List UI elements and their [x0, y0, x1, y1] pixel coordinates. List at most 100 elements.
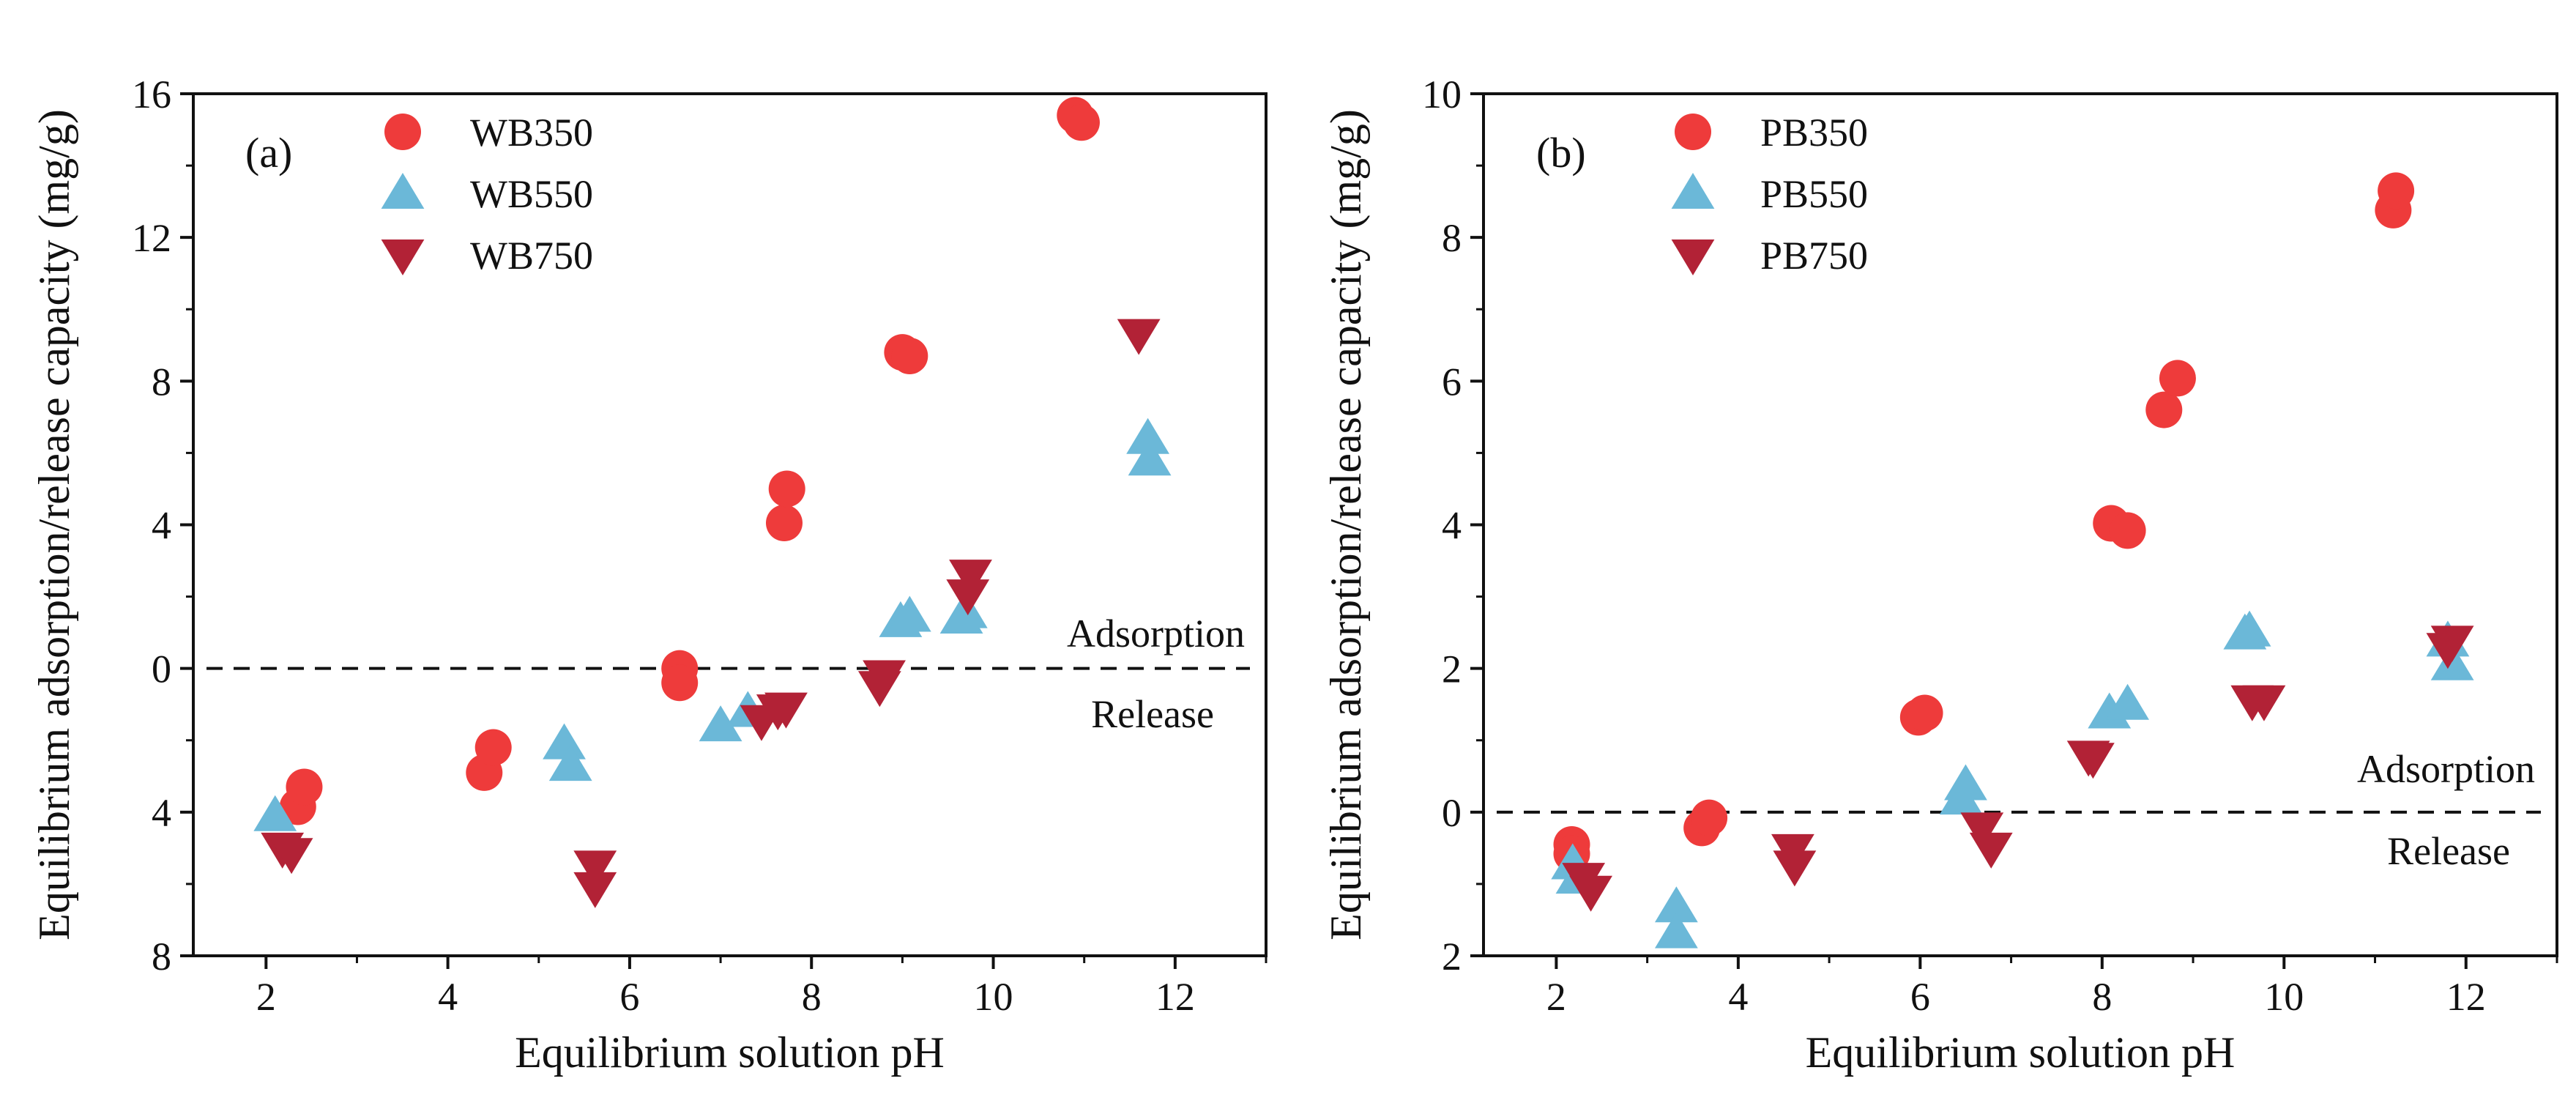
series-PB550 [1551, 610, 2474, 948]
y-tick-label: 10 [1422, 73, 1462, 116]
x-tick-label: 12 [2446, 975, 2486, 1019]
data-point [2430, 644, 2474, 680]
x-axis-title: Equilibrium solution pH [515, 1028, 945, 1077]
x-tick-label: 6 [619, 975, 639, 1019]
data-point [661, 664, 699, 702]
x-tick-label: 2 [1546, 975, 1566, 1019]
legend-label: PB550 [1760, 172, 1868, 216]
x-tick-label: 4 [438, 975, 458, 1019]
release-label: Release [1091, 692, 1214, 736]
y-tick-label: 8 [152, 935, 171, 979]
data-point [474, 729, 512, 766]
y-tick-label: 8 [1442, 216, 1462, 260]
data-point [1117, 319, 1161, 355]
data-point [2430, 625, 2474, 662]
data-point [286, 768, 323, 806]
plot-frame [192, 92, 1267, 957]
data-point [699, 705, 742, 742]
x-tick-label: 10 [2264, 975, 2304, 1019]
data-point [2071, 743, 2115, 779]
x-tick-label: 8 [2092, 975, 2112, 1019]
y-tick-label: 8 [152, 360, 171, 404]
y-tick-label: 4 [1442, 504, 1462, 548]
data-point [863, 660, 906, 697]
y-axis-title: Equilibrium adsorption/release capacity … [1322, 109, 1370, 940]
legend-marker [384, 114, 421, 150]
data-point [1654, 912, 1698, 948]
x-tick-label: 8 [802, 975, 822, 1019]
panel-label: (a) [245, 129, 292, 177]
data-point [543, 723, 586, 760]
series-PB350 [1553, 172, 2415, 872]
data-point [1128, 439, 1172, 476]
legend-label: PB750 [1760, 234, 1868, 278]
data-point [2106, 683, 2149, 720]
y-tick-label: 0 [1442, 791, 1462, 835]
x-tick-label: 12 [1155, 975, 1195, 1019]
series-WB750 [261, 319, 1161, 908]
y-tick-label: 16 [132, 73, 171, 116]
data-point [2242, 685, 2286, 721]
y-tick-label: 2 [1442, 647, 1462, 691]
x-axis-title: Equilibrium solution pH [1806, 1028, 2236, 1077]
series-WB350 [279, 97, 1100, 825]
data-point [887, 595, 931, 632]
data-point [1944, 764, 1987, 801]
legend-label: WB750 [470, 234, 593, 278]
y-axis-title: Equilibrium adsorption/release capacity … [30, 109, 78, 940]
y-tick-label: 0 [152, 647, 171, 691]
data-point [1691, 799, 1728, 836]
data-point [573, 850, 617, 887]
data-point [1569, 875, 1612, 912]
y-tick-label: 4 [152, 791, 171, 835]
y-tick-label: 2 [1442, 935, 1462, 979]
data-point [1969, 832, 2013, 869]
data-point [891, 338, 928, 375]
data-point [1773, 850, 1817, 887]
data-point [548, 745, 592, 781]
legend: PB350 PB550 PB750 [1671, 111, 1868, 278]
data-point [1654, 886, 1698, 923]
x-tick-label: 6 [1910, 975, 1930, 1019]
release-label: Release [2387, 829, 2510, 873]
legend-marker [381, 239, 425, 275]
data-point [1960, 812, 2004, 849]
data-point [765, 505, 803, 542]
panel-label: (b) [1536, 129, 1586, 177]
legend-marker [381, 173, 425, 209]
y-tick-label: 4 [152, 504, 171, 548]
data-point [1126, 417, 1170, 454]
series-PB750 [1562, 625, 2474, 912]
legend-label: WB550 [470, 172, 593, 216]
data-point [269, 838, 313, 875]
data-point [768, 470, 805, 508]
data-point [764, 692, 808, 729]
y-tick-label: 6 [1442, 360, 1462, 404]
legend-label: WB350 [470, 111, 593, 155]
x-tick-label: 4 [1728, 975, 1748, 1019]
data-point [2378, 172, 2415, 209]
data-point [949, 560, 992, 596]
data-point [2159, 360, 2196, 397]
panel-a: 2 4 6 8 10 12 8 4 0 4 8 12 16 Equilibrium solution pH… [30, 73, 1267, 1077]
adsorption-label: Adsorption [2357, 747, 2535, 791]
data-point [2227, 610, 2271, 647]
legend-label: PB350 [1760, 111, 1868, 155]
adsorption-label: Adsorption [1067, 612, 1245, 656]
data-point [1062, 104, 1100, 141]
data-point [2145, 391, 2183, 428]
x-tick-label: 2 [256, 975, 276, 1019]
y-tick-label: 12 [132, 216, 171, 260]
data-point [946, 579, 990, 616]
legend-marker [1671, 239, 1715, 275]
series-WB550 [253, 417, 1172, 831]
data-point [2109, 512, 2146, 549]
data-point [573, 872, 617, 908]
data-point [1906, 694, 1943, 732]
data-point [253, 795, 297, 831]
x-tick-label: 10 [974, 975, 1013, 1019]
panel-b: 2 4 6 8 10 12 2 0 2 4 6 8 10 Equilibrium solution pH E… [1322, 73, 2558, 1077]
legend: WB350 WB550 WB750 [381, 111, 593, 278]
legend-marker [1671, 173, 1715, 209]
